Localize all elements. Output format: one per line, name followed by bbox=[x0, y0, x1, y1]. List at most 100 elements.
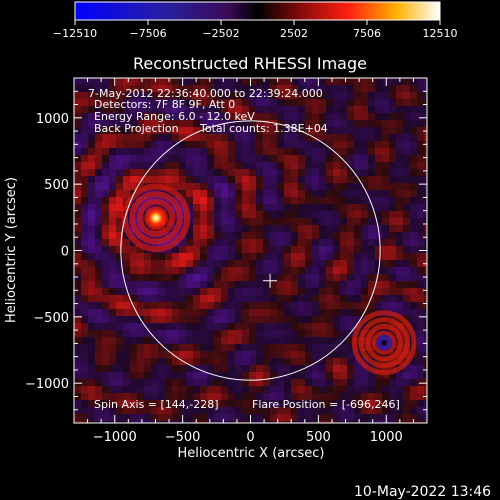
image-pixel bbox=[368, 92, 375, 99]
image-pixel bbox=[88, 274, 95, 281]
image-pixel bbox=[368, 120, 375, 127]
image-pixel bbox=[333, 365, 340, 372]
image-pixel bbox=[95, 232, 102, 239]
image-pixel bbox=[424, 358, 427, 365]
image-pixel bbox=[200, 267, 207, 274]
image-pixel bbox=[326, 330, 333, 337]
image-pixel bbox=[228, 344, 235, 351]
image-pixel bbox=[214, 85, 221, 92]
image-pixel bbox=[109, 386, 116, 393]
image-pixel bbox=[375, 253, 382, 260]
image-pixel bbox=[284, 78, 291, 85]
image-pixel bbox=[270, 260, 277, 267]
image-pixel bbox=[95, 246, 102, 253]
image-pixel bbox=[270, 358, 277, 365]
image-pixel bbox=[333, 232, 340, 239]
image-pixel bbox=[403, 232, 410, 239]
image-pixel bbox=[333, 85, 340, 92]
image-pixel bbox=[172, 421, 179, 423]
image-pixel bbox=[382, 267, 389, 274]
image-pixel bbox=[186, 127, 193, 134]
image-pixel bbox=[424, 176, 427, 183]
image-pixel bbox=[298, 232, 305, 239]
image-pixel bbox=[403, 197, 410, 204]
image-pixel bbox=[109, 281, 116, 288]
image-pixel bbox=[291, 323, 298, 330]
image-pixel bbox=[326, 316, 333, 323]
image-pixel bbox=[417, 78, 424, 85]
image-pixel bbox=[123, 421, 130, 423]
image-pixel bbox=[424, 127, 427, 134]
image-pixel bbox=[396, 274, 403, 281]
image-pixel bbox=[347, 197, 354, 204]
image-pixel bbox=[333, 379, 340, 386]
image-pixel bbox=[88, 113, 95, 120]
image-pixel bbox=[284, 204, 291, 211]
image-pixel bbox=[319, 281, 326, 288]
image-pixel bbox=[249, 232, 256, 239]
image-pixel bbox=[361, 281, 368, 288]
image-pixel bbox=[109, 218, 116, 225]
image-pixel bbox=[361, 99, 368, 106]
image-pixel bbox=[256, 232, 263, 239]
image-pixel bbox=[109, 141, 116, 148]
image-pixel bbox=[319, 148, 326, 155]
image-pixel bbox=[354, 260, 361, 267]
image-pixel bbox=[410, 288, 417, 295]
image-pixel bbox=[81, 274, 88, 281]
image-pixel bbox=[305, 162, 312, 169]
image-pixel bbox=[354, 141, 361, 148]
image-pixel bbox=[88, 386, 95, 393]
image-pixel bbox=[256, 316, 263, 323]
image-pixel bbox=[242, 393, 249, 400]
image-pixel bbox=[116, 400, 123, 407]
image-pixel bbox=[235, 400, 242, 407]
image-pixel bbox=[116, 99, 123, 106]
image-pixel bbox=[277, 414, 284, 421]
image-pixel bbox=[116, 85, 123, 92]
image-pixel bbox=[200, 106, 207, 113]
image-pixel bbox=[382, 155, 389, 162]
colorbar bbox=[74, 1, 441, 21]
image-pixel bbox=[319, 92, 326, 99]
image-pixel bbox=[396, 127, 403, 134]
image-pixel bbox=[347, 407, 354, 414]
image-pixel bbox=[354, 267, 361, 274]
image-pixel bbox=[326, 295, 333, 302]
image-pixel bbox=[221, 344, 228, 351]
image-pixel bbox=[95, 225, 102, 232]
image-pixel bbox=[424, 148, 427, 155]
image-pixel bbox=[109, 295, 116, 302]
image-pixel bbox=[221, 365, 228, 372]
image-pixel bbox=[333, 113, 340, 120]
image-pixel bbox=[88, 260, 95, 267]
image-pixel bbox=[382, 85, 389, 92]
image-pixel bbox=[375, 148, 382, 155]
image-pixel bbox=[277, 344, 284, 351]
image-pixel bbox=[298, 120, 305, 127]
image-pixel bbox=[95, 106, 102, 113]
image-pixel bbox=[361, 393, 368, 400]
image-pixel bbox=[256, 260, 263, 267]
image-pixel bbox=[116, 183, 123, 190]
image-pixel bbox=[270, 141, 277, 148]
image-pixel bbox=[193, 120, 200, 127]
image-pixel bbox=[417, 92, 424, 99]
image-pixel bbox=[424, 155, 427, 162]
image-pixel bbox=[347, 253, 354, 260]
image-pixel bbox=[214, 134, 221, 141]
image-pixel bbox=[410, 414, 417, 421]
image-pixel bbox=[312, 211, 319, 218]
image-pixel bbox=[389, 225, 396, 232]
image-pixel bbox=[396, 197, 403, 204]
image-pixel bbox=[270, 99, 277, 106]
image-pixel bbox=[249, 260, 256, 267]
image-pixel bbox=[221, 148, 228, 155]
image-pixel bbox=[319, 344, 326, 351]
image-pixel bbox=[221, 162, 228, 169]
image-pixel bbox=[109, 106, 116, 113]
image-pixel bbox=[284, 316, 291, 323]
image-pixel bbox=[109, 337, 116, 344]
image-pixel bbox=[144, 351, 151, 358]
image-pixel bbox=[410, 155, 417, 162]
